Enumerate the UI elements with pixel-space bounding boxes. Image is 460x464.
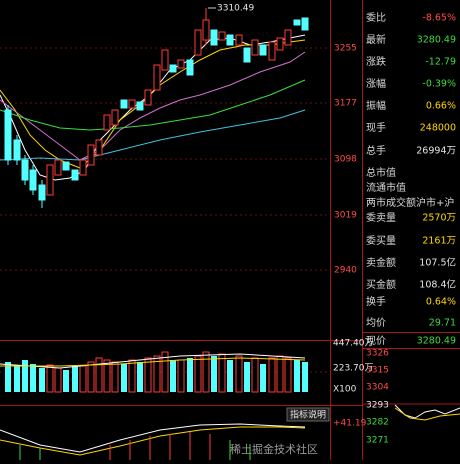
watermark: 稀土掘金技术社区 [230,442,318,456]
volume-tick: 223.70万 [333,364,374,374]
quote-value: -8.65% [422,13,456,24]
mini-tick: 3304 [366,383,389,393]
quote-value: 0.66% [426,101,456,112]
quote-value: 2570万 [422,213,456,224]
indicator-value: +41.19 [333,419,367,429]
price-tick: 3098 [334,155,357,165]
mini-tick: 3293 [366,401,389,411]
quote-value: -0.39% [422,79,456,90]
mini-label: 现价 [366,335,386,347]
quote-value: 29.71 [429,318,456,329]
price-tick: 3019 [334,211,357,221]
mini-chart [362,403,460,421]
quote-label: 振幅 [366,99,386,112]
price-tick: 3177 [334,99,357,109]
quote-label: 总市值 [366,166,396,179]
quote-value: -12.79 [425,57,456,68]
quote-label: 买金额 [366,278,396,291]
quote-label: 卖金额 [366,256,396,269]
quote-label: 委买量 [366,234,396,247]
indicator-lines [0,423,306,460]
high-label: 3310.49 [217,4,254,14]
mini-tick: 3271 [366,436,389,446]
mini-tick: 3326 [366,349,389,359]
volume-unit: X100 [333,385,357,395]
quote-label: 涨跌 [366,55,386,68]
quote-label: 委比 [366,11,386,24]
mini-tick: 3315 [366,366,389,376]
quote-label: 委卖量 [366,211,396,224]
mini-value: 3280.49 [417,336,456,347]
quote-label: 现手 [366,121,386,134]
price-tick: 3255 [334,44,357,54]
quote-value: 107.5亿 [419,257,456,269]
indicator-button[interactable]: 指标说明 [290,409,326,421]
quote-label: 两市成交额沪市+沪 [366,196,454,209]
quote-label: 涨幅 [366,77,386,90]
quote-value: 108.4亿 [419,279,456,291]
quote-label: 总手 [366,144,386,157]
quote-label: 流通市值 [366,181,406,194]
quote-label: 均价 [366,317,386,329]
quote-value: 3280.49 [417,35,456,46]
mini-tick: 3282 [366,418,389,428]
price-tick: 2940 [334,266,357,276]
volume-tick: 447.40万 [333,339,374,349]
quote-value: 2161万 [422,236,456,247]
quote-label: 最新 [366,33,386,46]
quote-value: 0.64% [426,297,456,308]
quote-value: 248000 [420,123,456,134]
indicator-button-bg[interactable] [286,407,330,422]
quote-value: 26994万 [416,146,456,157]
quote-label: 换手 [366,295,386,308]
candles [4,8,309,208]
volume-bars [0,351,308,393]
